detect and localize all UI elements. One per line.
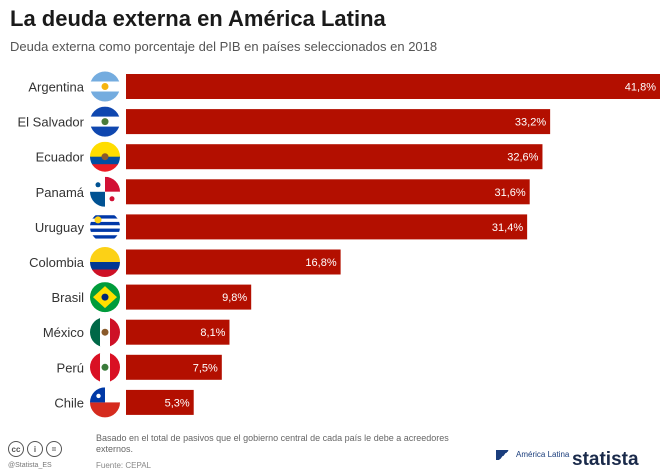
bar-colombia — [126, 249, 341, 275]
america-latina-logo: América Latina — [496, 450, 569, 460]
bar-chile — [126, 389, 194, 415]
license-icons: cc i = — [8, 441, 62, 457]
category-label-argentina: Argentina — [28, 80, 84, 95]
value-label-el-salvador: 33,2% — [515, 117, 546, 129]
value-label-peru: 7,5% — [193, 362, 218, 374]
license-label: @Statista_ES — [8, 462, 52, 469]
category-label-chile: Chile — [54, 395, 84, 410]
brazil-flag-icon — [90, 282, 120, 313]
peru-flag-icon — [90, 352, 120, 383]
footer-note: Basado en el total de pasivos que el gob… — [96, 433, 449, 454]
value-label-mexico: 8,1% — [200, 327, 225, 339]
bar-brasil — [126, 284, 252, 310]
chart-title: La deuda externa en América Latina — [10, 6, 386, 31]
category-label-panama: Panamá — [36, 185, 85, 200]
america-latina-logo-text: América Latina — [516, 450, 570, 459]
mexico-flag-icon — [90, 317, 120, 348]
el-salvador-flag-icon — [90, 106, 120, 137]
value-label-panama: 31,6% — [494, 187, 525, 199]
bar-peru — [126, 354, 222, 380]
bar-ecuador — [126, 144, 543, 170]
bar-mexico — [126, 319, 230, 345]
ecuador-flag-icon — [90, 141, 120, 172]
uruguay-flag-icon — [90, 211, 120, 242]
value-label-chile: 5,3% — [165, 397, 190, 409]
america-latina-mark-icon — [496, 450, 512, 460]
bar-uruguay — [126, 214, 528, 240]
chart-subtitle: Deuda externa como porcentaje del PIB en… — [10, 39, 438, 54]
bar-panama — [126, 179, 530, 205]
value-label-colombia: 16,8% — [305, 257, 336, 269]
colombia-flag-icon — [90, 247, 120, 277]
footer-source: Fuente: CEPAL — [96, 461, 151, 470]
cc-icon: cc — [8, 441, 24, 457]
value-label-argentina: 41,8% — [625, 82, 656, 94]
category-label-peru: Perú — [57, 360, 84, 375]
panama-flag-icon — [90, 176, 120, 207]
value-label-ecuador: 32,6% — [507, 152, 538, 164]
bar-argentina — [126, 74, 660, 99]
chile-flag-icon — [90, 387, 120, 418]
value-label-uruguay: 31,4% — [492, 222, 523, 234]
category-label-colombia: Colombia — [29, 255, 85, 270]
statista-logo: statista — [572, 449, 639, 470]
bar-el-salvador — [126, 109, 551, 135]
bar-chart: Argentina 41,8% El Salvador 33,2% Ecuador 32,… — [18, 71, 660, 418]
category-label-uruguay: Uruguay — [35, 220, 85, 235]
category-label-mexico: México — [43, 325, 84, 340]
by-icon: i — [27, 441, 43, 457]
nd-icon: = — [46, 441, 62, 457]
category-label-el-salvador: El Salvador — [18, 115, 85, 130]
category-label-brasil: Brasil — [51, 290, 84, 305]
argentina-flag-icon — [90, 71, 120, 102]
category-label-ecuador: Ecuador — [36, 150, 85, 165]
value-label-brasil: 9,8% — [222, 292, 247, 304]
